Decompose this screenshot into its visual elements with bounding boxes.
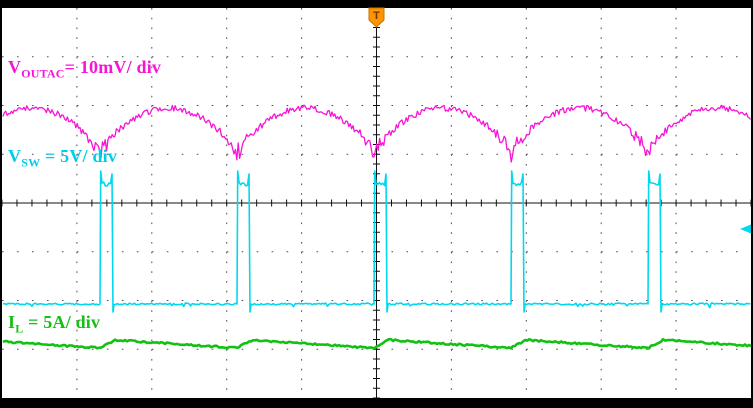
trace-vsw [2, 170, 751, 313]
voutac-label-symbol: V [8, 57, 22, 77]
vsw-label: VSW = 5V/ div [8, 146, 118, 170]
trace-il [2, 337, 752, 350]
il-label: IL = 5A/ div [8, 312, 101, 336]
il-label-scale: = 5A/ div [23, 312, 101, 332]
vsw-label-subscript: SW [21, 155, 41, 170]
voutac-label: VOUTAC= 10mV/ div [8, 57, 162, 81]
vsw-label-scale: = 5V/ div [40, 146, 118, 166]
svg-text:T: T [373, 10, 380, 22]
il-label-subscript: L [15, 321, 24, 336]
vsw-label-symbol: V [8, 146, 22, 166]
graticule-grid [1, 7, 752, 399]
il-label-symbol: I [8, 312, 16, 332]
channel-level-marker-icon [740, 224, 751, 234]
trace-voutac [2, 104, 752, 163]
voutac-label-subscript: OUTAC [21, 66, 65, 81]
trigger-marker-icon: T [368, 7, 385, 28]
voutac-label-scale: = 10mV/ div [64, 57, 162, 77]
